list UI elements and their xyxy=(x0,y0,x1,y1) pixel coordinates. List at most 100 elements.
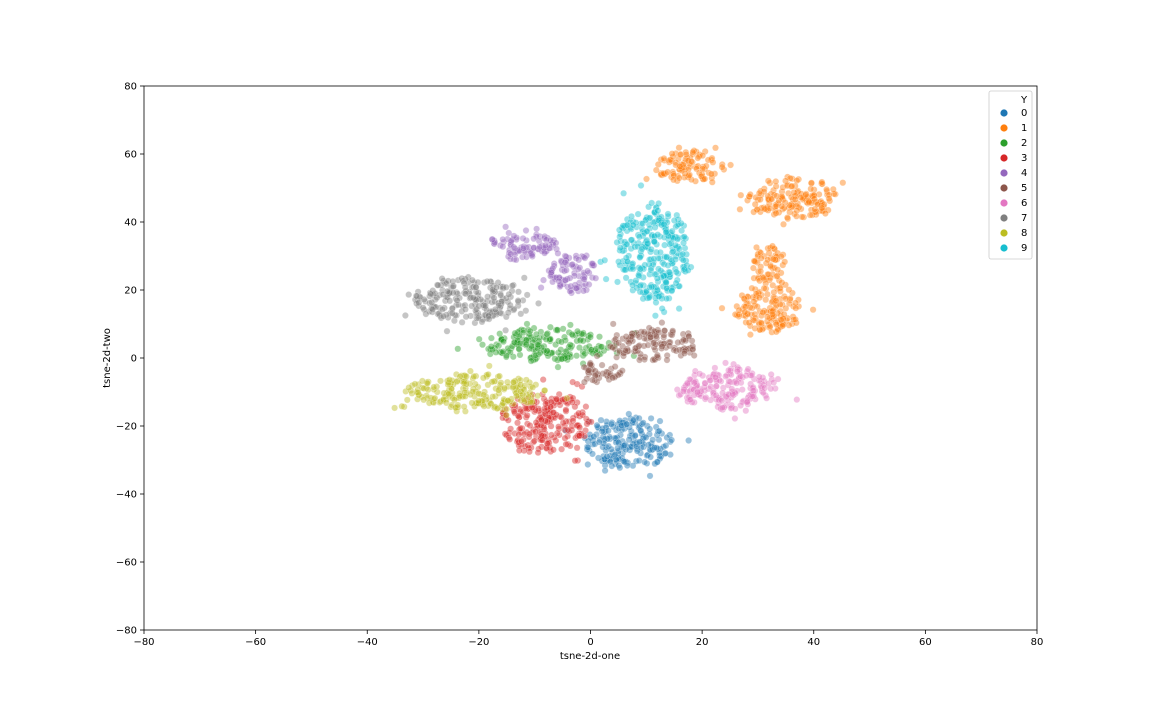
scatter-point-3 xyxy=(529,391,536,399)
scatter-point-4 xyxy=(512,256,520,264)
y-tick-label: 0 xyxy=(131,354,137,365)
scatter-point-0 xyxy=(656,417,664,425)
scatter-point-1 xyxy=(727,161,734,169)
scatter-point-3 xyxy=(574,421,582,429)
scatter-point-0 xyxy=(654,445,662,453)
y-tick-label: −20 xyxy=(116,422,137,433)
scatter-point-1 xyxy=(774,266,781,274)
scatter-point-7 xyxy=(505,290,513,298)
scatter-point-2 xyxy=(532,351,540,359)
scatter-point-0 xyxy=(639,419,647,427)
scatter-point-1 xyxy=(760,274,767,282)
scatter-point-1 xyxy=(708,154,716,162)
scatter-point-1 xyxy=(767,274,774,282)
scatter-point-8 xyxy=(411,380,419,388)
scatter-point-4 xyxy=(557,257,565,265)
scatter-point-3 xyxy=(539,376,547,383)
scatter-point-2 xyxy=(579,337,587,345)
scatter-point-3 xyxy=(555,425,563,433)
scatter-point-3 xyxy=(516,426,523,433)
scatter-point-4 xyxy=(523,253,530,261)
scatter-point-8 xyxy=(469,388,477,396)
scatter-point-4 xyxy=(584,267,591,275)
scatter-point-1 xyxy=(749,293,757,301)
scatter-point-0 xyxy=(625,436,633,444)
scatter-point-7 xyxy=(446,297,454,305)
scatter-point-1 xyxy=(756,288,763,296)
scatter-point-0 xyxy=(608,462,616,470)
scatter-point-7 xyxy=(419,304,427,312)
scatter-point-1 xyxy=(772,320,780,328)
scatter-point-4 xyxy=(576,264,584,272)
scatter-point-3 xyxy=(521,442,529,450)
scatter-point-1 xyxy=(745,193,753,201)
scatter-point-9 xyxy=(622,274,630,282)
scatter-point-7 xyxy=(506,301,514,309)
scatter-point-7 xyxy=(453,296,461,304)
scatter-point-2 xyxy=(569,331,577,339)
scatter-point-1 xyxy=(742,312,750,320)
scatter-point-7 xyxy=(458,318,466,326)
scatter-point-5 xyxy=(644,341,652,349)
scatter-point-2 xyxy=(475,335,483,343)
scatter-point-1 xyxy=(775,209,783,216)
scatter-point-9 xyxy=(667,239,675,247)
scatter-point-0 xyxy=(641,458,649,466)
scatter-point-3 xyxy=(546,416,553,423)
legend: Y 0 1 2 3 4 5 6 7 8 9 xyxy=(988,90,1033,260)
scatter-point-0 xyxy=(601,461,609,469)
scatter-point-1 xyxy=(823,191,831,199)
scatter-point-5 xyxy=(651,356,659,364)
scatter-point-0 xyxy=(662,449,669,457)
scatter-points xyxy=(391,144,847,480)
scatter-point-4 xyxy=(580,287,587,295)
scatter-point-3 xyxy=(550,434,558,441)
scatter-point-3 xyxy=(572,434,579,442)
scatter-point-1 xyxy=(780,220,787,228)
scatter-point-7 xyxy=(492,284,500,291)
scatter-point-9 xyxy=(675,305,683,312)
scatter-point-0 xyxy=(614,444,621,452)
scatter-point-5 xyxy=(609,320,617,328)
scatter-point-5 xyxy=(668,331,676,339)
scatter-point-0 xyxy=(636,438,643,446)
scatter-point-1 xyxy=(689,148,697,156)
scatter-point-0 xyxy=(593,431,600,438)
scatter-point-3 xyxy=(515,442,523,450)
scatter-point-1 xyxy=(751,324,759,332)
scatter-point-1 xyxy=(781,258,789,266)
scatter-point-3 xyxy=(546,413,553,420)
scatter-point-9 xyxy=(651,238,658,246)
scatter-point-4 xyxy=(554,249,562,257)
scatter-point-1 xyxy=(811,205,819,213)
scatter-point-1 xyxy=(688,158,695,165)
scatter-point-3 xyxy=(558,413,565,421)
scatter-point-9 xyxy=(616,244,624,252)
scatter-point-7 xyxy=(444,287,451,295)
scatter-point-2 xyxy=(527,357,535,365)
scatter-point-5 xyxy=(680,336,687,344)
scatter-point-1 xyxy=(665,157,673,164)
scatter-point-6 xyxy=(687,396,694,403)
legend-marker-6 xyxy=(1000,199,1008,207)
scatter-point-1 xyxy=(792,316,799,323)
scatter-point-4 xyxy=(541,232,549,240)
scatter-point-3 xyxy=(525,433,533,441)
scatter-point-5 xyxy=(593,352,601,360)
scatter-point-1 xyxy=(829,185,837,193)
scatter-point-4 xyxy=(523,236,530,244)
scatter-point-6 xyxy=(728,385,736,393)
scatter-point-5 xyxy=(625,339,633,347)
scatter-point-3 xyxy=(574,457,582,464)
scatter-point-3 xyxy=(530,426,537,433)
scatter-point-1 xyxy=(694,154,702,162)
scatter-point-5 xyxy=(640,328,648,336)
scatter-point-1 xyxy=(766,244,774,252)
scatter-point-4 xyxy=(536,243,544,251)
scatter-point-3 xyxy=(582,403,590,410)
scatter-point-7 xyxy=(415,299,423,307)
scatter-point-7 xyxy=(401,312,409,319)
scatter-point-0 xyxy=(631,431,639,439)
scatter-point-8 xyxy=(495,386,502,394)
scatter-point-4 xyxy=(528,251,536,259)
